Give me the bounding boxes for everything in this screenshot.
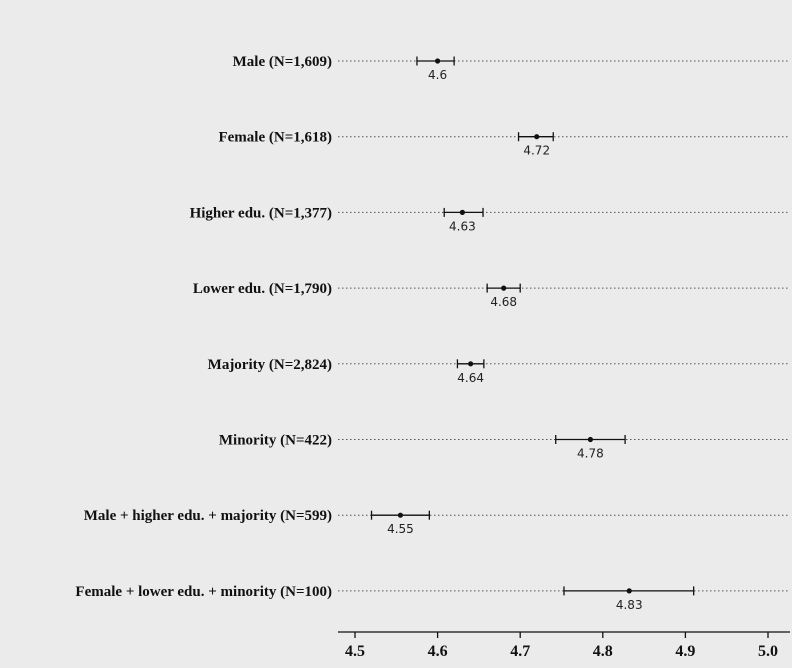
x-axis: 4.5 4.6 4.7 4.8 4.9 5.0 xyxy=(338,631,790,660)
estimate-point xyxy=(435,58,441,64)
x-tick-label: 5.0 xyxy=(758,643,778,660)
chart-row: Majority (N=2,824) 4.64 xyxy=(208,357,790,385)
chart-row: Minority (N=422) 4.78 xyxy=(219,433,790,461)
value-label: 4.64 xyxy=(457,371,484,385)
value-label: 4.63 xyxy=(449,219,476,233)
value-label: 4.55 xyxy=(387,522,414,536)
category-label: Male (N=1,609) xyxy=(233,54,332,70)
value-label: 4.68 xyxy=(490,295,517,309)
x-tick-label: 4.9 xyxy=(675,643,695,660)
category-label: Minority (N=422) xyxy=(219,433,332,449)
chart-row: Higher edu. (N=1,377) 4.63 xyxy=(190,205,790,233)
estimate-point xyxy=(459,209,465,215)
value-label: 4.78 xyxy=(577,447,604,461)
estimate-point xyxy=(626,588,632,594)
chart-row: Female + lower edu. + minority (N=100) 4.… xyxy=(75,584,790,612)
category-label: Female + lower edu. + minority (N=100) xyxy=(75,584,332,600)
x-tick-label: 4.8 xyxy=(593,643,613,660)
chart-row: Lower edu. (N=1,790) 4.68 xyxy=(193,281,790,309)
estimate-point xyxy=(397,512,404,518)
estimate-point xyxy=(587,436,594,443)
category-label: Male + higher edu. + majority (N=599) xyxy=(84,508,332,524)
value-label: 4.83 xyxy=(616,598,643,612)
estimate-point xyxy=(501,285,507,291)
x-tick-label: 4.6 xyxy=(428,643,448,660)
value-label: 4.6 xyxy=(428,68,447,82)
chart-row: Male (N=1,609) 4.6 xyxy=(233,54,790,82)
estimate-point xyxy=(534,134,540,140)
chart-row: Male + higher edu. + majority (N=599) 4.5… xyxy=(84,508,790,536)
category-label: Female (N=1,618) xyxy=(218,130,332,146)
estimate-point xyxy=(468,361,474,367)
chart-row: Female (N=1,618) 4.72 xyxy=(218,130,790,158)
category-label: Majority (N=2,824) xyxy=(208,357,332,373)
x-tick-label: 4.7 xyxy=(510,643,530,660)
category-label: Higher edu. (N=1,377) xyxy=(190,205,332,221)
x-tick-label: 4.5 xyxy=(345,643,365,660)
category-label: Lower edu. (N=1,790) xyxy=(193,281,332,297)
chart-rows: Male (N=1,609) 4.6 Female (N=1,618) 4.72 Hig… xyxy=(75,54,790,612)
value-label: 4.72 xyxy=(523,144,550,158)
